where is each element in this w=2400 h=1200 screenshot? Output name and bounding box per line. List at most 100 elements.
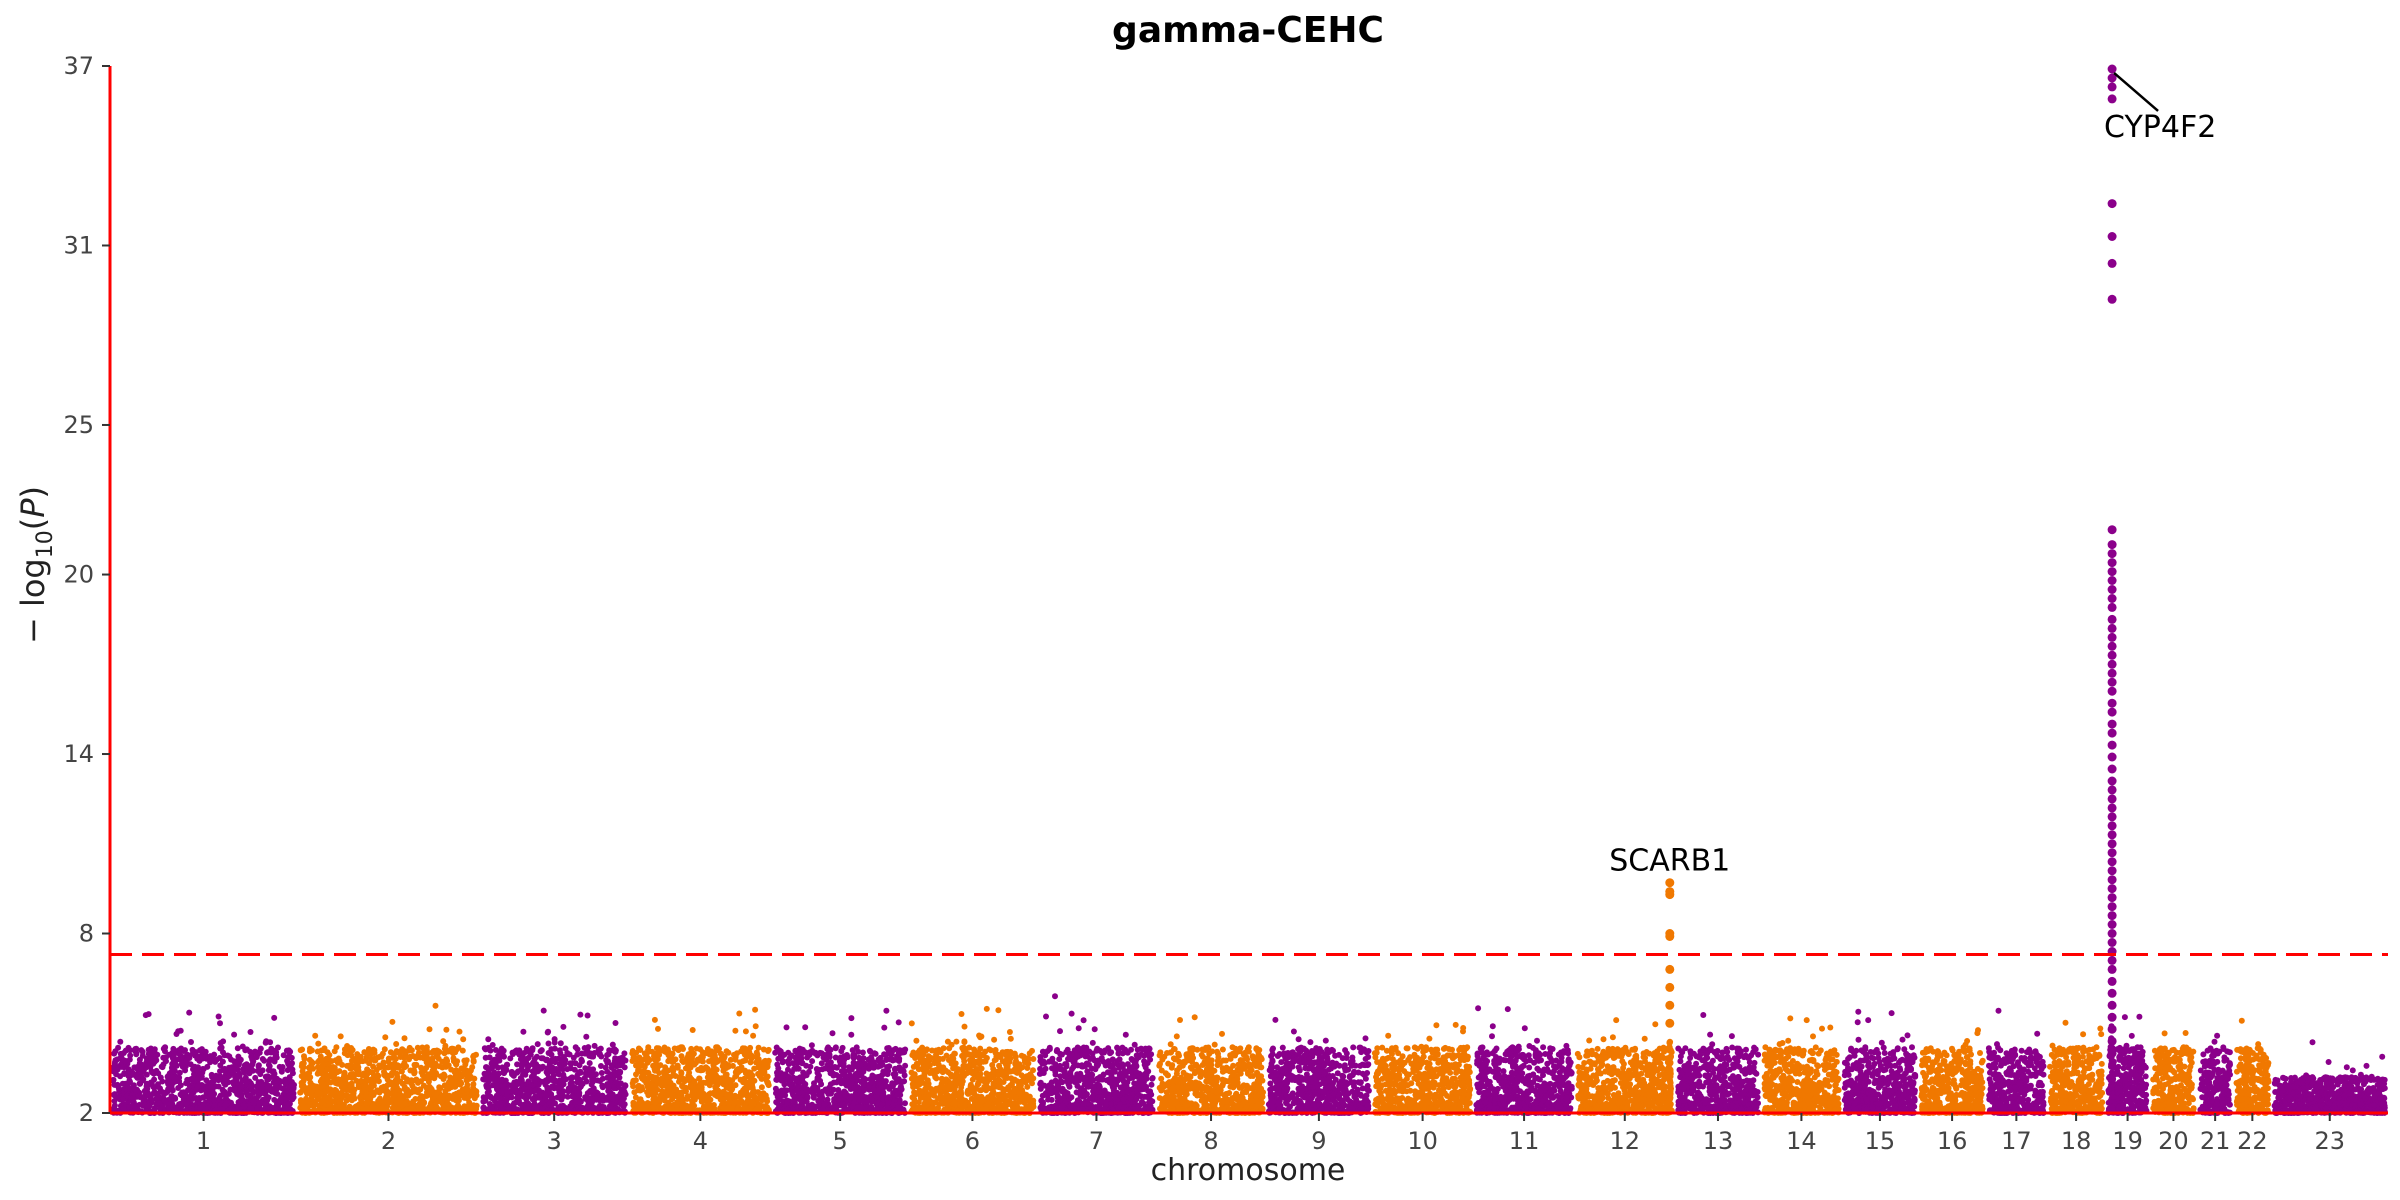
variant-point — [122, 1047, 129, 1054]
variant-point — [220, 1038, 227, 1045]
variant-point — [284, 1067, 291, 1074]
variant-point — [400, 1047, 407, 1054]
variant-point — [866, 1047, 873, 1054]
variant-point — [755, 1089, 762, 1096]
variant-point — [893, 1056, 900, 1063]
variant-point — [403, 1078, 410, 1085]
variant-point — [254, 1105, 261, 1112]
variant-point — [651, 1056, 657, 1062]
variant-point — [179, 1063, 186, 1070]
variant-point — [244, 1064, 251, 1071]
variant-point — [760, 1090, 767, 1097]
variant-point — [436, 1063, 443, 1070]
variant-point — [657, 1062, 664, 1069]
variant-point — [250, 1099, 257, 1106]
variant-point — [543, 1057, 550, 1064]
variant-point — [584, 1048, 591, 1055]
variant-point — [747, 1044, 754, 1051]
variant-point — [420, 1099, 427, 1106]
variant-point — [659, 1089, 666, 1096]
variant-point — [524, 1089, 531, 1096]
variant-point — [725, 1049, 732, 1056]
variant-point — [305, 1075, 312, 1082]
variant-point — [681, 1078, 688, 1085]
variant-point — [758, 1084, 765, 1091]
variant-point — [772, 1085, 779, 1092]
variant-point — [426, 1026, 433, 1033]
variant-point — [560, 1023, 567, 1030]
variant-point — [515, 1097, 522, 1104]
variant-point — [355, 1084, 362, 1091]
variant-point — [160, 1054, 167, 1061]
variant-point — [810, 1084, 817, 1091]
variant-point — [789, 1089, 796, 1096]
variant-point — [800, 1079, 807, 1086]
variant-point — [587, 1072, 594, 1079]
variant-point — [297, 1047, 304, 1054]
variant-point — [777, 1048, 784, 1055]
variant-point — [639, 1086, 646, 1093]
variant-point — [222, 1075, 229, 1082]
variant-point — [560, 1054, 567, 1060]
variant-point — [841, 1055, 847, 1061]
variant-point — [744, 1079, 751, 1086]
variant-point — [158, 1063, 165, 1070]
variant-point — [764, 1098, 771, 1105]
variant-point — [890, 1071, 897, 1078]
variant-point — [900, 1078, 907, 1085]
variant-point — [246, 1070, 253, 1077]
variant-point — [678, 1053, 685, 1060]
variant-point — [300, 1082, 307, 1089]
variant-point — [780, 1072, 787, 1079]
variant-point — [464, 1086, 471, 1093]
variant-point — [396, 1095, 402, 1102]
variant-point — [683, 1088, 689, 1095]
variant-point — [469, 1064, 476, 1071]
variant-point — [119, 1080, 126, 1087]
variant-point — [573, 1098, 580, 1105]
variant-point — [117, 1038, 124, 1045]
variant-point — [829, 1030, 836, 1037]
variant-point — [320, 1061, 326, 1068]
variant-point — [773, 1099, 780, 1106]
variant-point — [185, 1087, 191, 1094]
variant-point — [324, 1076, 331, 1083]
variant-point — [784, 1058, 791, 1065]
variant-point — [515, 1079, 522, 1086]
variant-point — [791, 1065, 798, 1072]
variant-point — [857, 1061, 864, 1068]
variant-point — [862, 1099, 869, 1105]
variant-point — [255, 1063, 262, 1070]
variant-point — [669, 1050, 676, 1057]
variant-point — [678, 1095, 685, 1102]
variant-point — [515, 1068, 522, 1075]
variant-point — [615, 1068, 622, 1075]
variant-point — [495, 1102, 502, 1109]
variant-point — [153, 1095, 160, 1102]
variant-point — [301, 1105, 308, 1111]
variant-point — [269, 1074, 276, 1080]
variant-point — [300, 1071, 307, 1078]
variant-point — [530, 1062, 537, 1068]
variant-point — [401, 1059, 408, 1066]
variant-point — [153, 1067, 160, 1074]
variant-point — [581, 1074, 588, 1081]
variant-point — [567, 1060, 574, 1067]
variant-point — [315, 1040, 322, 1047]
variant-point — [535, 1089, 542, 1096]
variant-point — [851, 1085, 858, 1092]
variant-point — [669, 1064, 676, 1071]
variant-point — [337, 1098, 344, 1105]
variant-point — [375, 1097, 382, 1104]
variant-point — [901, 1049, 908, 1056]
variant-point — [845, 1079, 852, 1086]
variant-point — [318, 1099, 325, 1106]
variant-point — [387, 1049, 394, 1056]
variant-point — [723, 1084, 730, 1091]
variant-point — [208, 1071, 215, 1078]
variant-point — [774, 1076, 780, 1083]
variant-point — [735, 1069, 742, 1076]
variant-point — [741, 1045, 748, 1052]
variant-point — [220, 1049, 226, 1056]
variant-point — [194, 1097, 201, 1104]
